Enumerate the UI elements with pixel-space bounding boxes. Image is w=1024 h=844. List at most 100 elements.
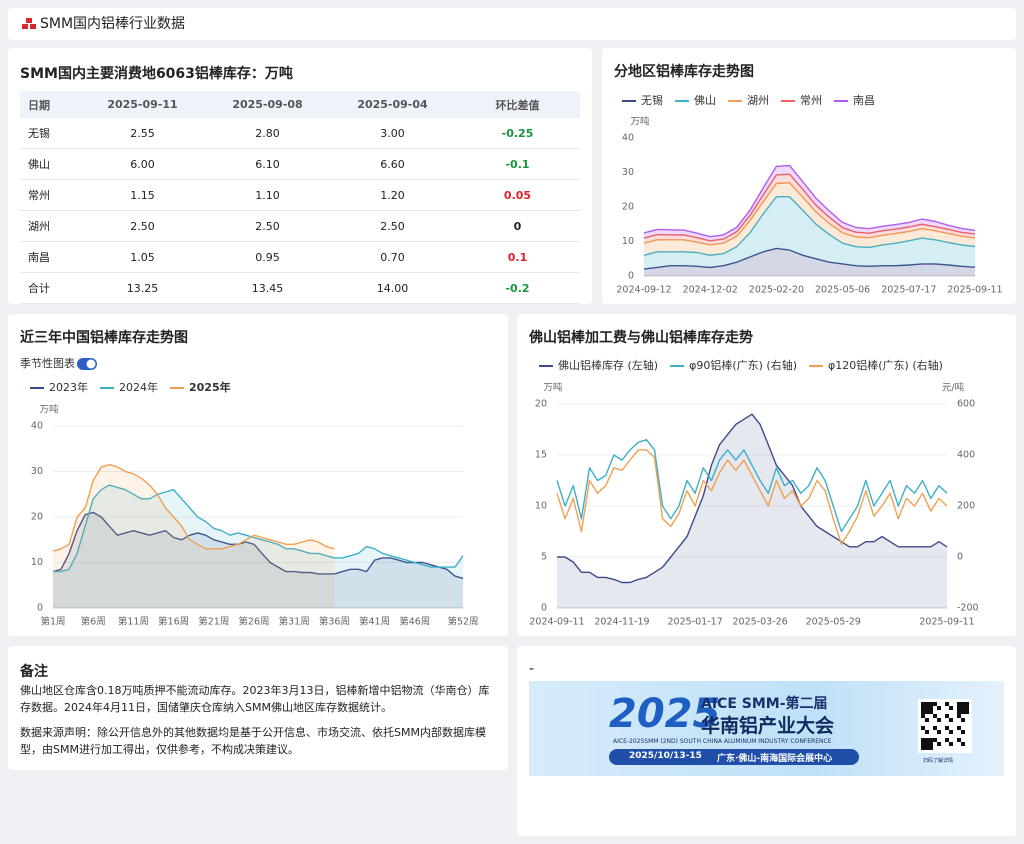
qr-cell <box>957 702 961 706</box>
legend-label[interactable]: 2025年 <box>189 380 231 394</box>
y2-tick-label: -200 <box>957 603 979 614</box>
inventory-table: 日期 2025-09-11 2025-09-08 2025-09-04 环比差值 无锡 2… <box>20 91 580 304</box>
table-row: 合计 13.25 13.45 14.00 -0.2 <box>20 272 580 304</box>
y-tick-label: 20 <box>622 202 634 213</box>
qr-cell <box>925 706 929 710</box>
table-cell: 2.55 <box>80 118 205 149</box>
qr-cell <box>925 718 929 722</box>
qr-cell <box>949 718 953 722</box>
note-paragraph: 数据来源声明：除公开信息外的其他数据均是基于公开信息、市场交流、依托SMM内部数… <box>20 726 486 756</box>
banner-year: 2025 <box>609 691 721 737</box>
qr-cell <box>933 714 937 718</box>
regional-chart-card: 分地区铝棒库存走势图 无锡 佛山 湖州 常州 南昌 万吨 0 10 20 30 40 2024-09-1… <box>602 48 1016 304</box>
card-title: 备注 <box>20 664 48 680</box>
qr-caption: 扫码了解详情 <box>923 758 954 764</box>
y-tick-label: 10 <box>535 501 547 512</box>
y-tick-label: 30 <box>622 167 634 178</box>
table-cell: 13.45 <box>205 272 330 304</box>
table-cell: 6.00 <box>80 148 205 180</box>
legend-label[interactable]: 佛山 <box>694 94 716 107</box>
banner-date-bar <box>609 749 859 765</box>
x-tick-label: 第21周 <box>198 616 229 628</box>
x-tick-label: 第6周 <box>81 616 106 628</box>
table-cell: 1.15 <box>80 179 205 211</box>
toggle-knob <box>86 359 96 369</box>
series-line <box>643 182 976 246</box>
x-tick-label: 2025-05-29 <box>806 617 861 628</box>
toggle-label: 季节性图表 <box>20 356 75 370</box>
x-tick-label: 2025-09-11 <box>947 285 1002 296</box>
column-header: 2025-09-04 <box>330 91 455 118</box>
legend-label[interactable]: 无锡 <box>641 93 663 107</box>
table-cell: 0 <box>455 210 580 242</box>
x-tick-label: 2025-02-20 <box>749 285 804 296</box>
notes-card: 备注 佛山地区仓库含0.18万吨质押不能流动库存。2023年3月13日，铝棒新增… <box>8 646 508 770</box>
qr-cell <box>961 742 965 746</box>
x-tick-label: 2024-09-11 <box>529 617 584 628</box>
table-cell: 14.00 <box>330 272 455 304</box>
table-row: 常州 1.15 1.10 1.20 0.05 <box>20 179 580 211</box>
table-card: SMM国内主要消费地6063铝棒库存：万吨 日期 2025-09-11 2025-0… <box>8 48 592 304</box>
qr-cell <box>929 746 933 750</box>
y-tick-label: 0 <box>628 271 634 282</box>
y2-tick-label: 400 <box>957 450 975 461</box>
table-cell: 6.60 <box>330 148 455 180</box>
legend-label[interactable]: 湖州 <box>747 94 769 107</box>
qr-cell <box>925 746 929 750</box>
y-tick-label: 0 <box>541 603 547 614</box>
table-cell: 3.00 <box>330 118 455 149</box>
qr-cell <box>929 742 933 746</box>
qr-cell <box>925 710 929 714</box>
x-tick-label: 2025-07-17 <box>881 285 936 296</box>
legend-label[interactable]: φ120铝棒(广东) (右轴) <box>828 358 943 372</box>
y-axis-unit: 万吨 <box>630 116 650 128</box>
qr-cell <box>965 702 969 706</box>
qr-cell <box>945 726 949 730</box>
qr-code <box>918 699 972 753</box>
banner-date: 2025/10/13-15 <box>629 751 702 761</box>
qr-cell <box>921 738 925 742</box>
qr-cell <box>937 742 941 746</box>
legend-label[interactable]: 佛山铝棒库存 (左轴) <box>558 358 658 372</box>
qr-cell <box>921 702 925 706</box>
legend-label[interactable]: φ90铝棒(广东) (右轴) <box>689 358 797 372</box>
banner[interactable]: 2025 AICE SMM-第二届 华南铝产业大会 AICE-2025SMM (… <box>529 681 1004 776</box>
legend-label[interactable]: 常州 <box>800 94 822 107</box>
table-body: 无锡 2.55 2.80 3.00 -0.25 佛山 6.00 6.10 6.60 -0.1 常州 1… <box>20 118 580 304</box>
legend-label[interactable]: 南昌 <box>853 94 875 107</box>
table-header: 日期 2025-09-11 2025-09-08 2025-09-04 环比差值 <box>20 91 580 118</box>
qr-cell <box>949 742 953 746</box>
y2-tick-label: 0 <box>957 552 963 563</box>
x-tick-label: 2024-09-12 <box>616 285 671 296</box>
x-tick-label: 第36周 <box>319 616 350 628</box>
column-header: 2025-09-11 <box>80 91 205 118</box>
series-line <box>643 173 976 242</box>
series-area <box>53 485 463 608</box>
banner-brand: AICE SMM-第二届 <box>701 696 828 712</box>
card-title: - <box>529 661 535 677</box>
x-tick-label: 第16周 <box>158 616 189 628</box>
y2-tick-label: 200 <box>957 501 975 512</box>
qr-cell <box>937 730 941 734</box>
qr-cell <box>965 710 969 714</box>
qr-cell <box>949 730 953 734</box>
legend-label[interactable]: 2024年 <box>119 380 158 394</box>
qr-cell <box>925 738 929 742</box>
x-tick-label: 2025-05-06 <box>815 285 870 296</box>
table-row: 佛山 6.00 6.10 6.60 -0.1 <box>20 148 580 180</box>
banner-name: 华南铝产业大会 <box>701 715 835 737</box>
table-row: 无锡 2.55 2.80 3.00 -0.25 <box>20 118 580 149</box>
x-tick-label: 2024-12-02 <box>683 285 738 296</box>
legend-label[interactable]: 2023年 <box>49 380 88 394</box>
x-tick-label: 第52周 <box>447 616 478 628</box>
x-tick-label: 第31周 <box>279 616 310 628</box>
chart-title: 近三年中国铝棒库存走势图 <box>20 329 188 346</box>
qr-cell <box>965 706 969 710</box>
qr-cell <box>925 742 929 746</box>
x-tick-label: 2024-11-19 <box>594 617 649 628</box>
table-cell: -0.25 <box>455 118 580 149</box>
